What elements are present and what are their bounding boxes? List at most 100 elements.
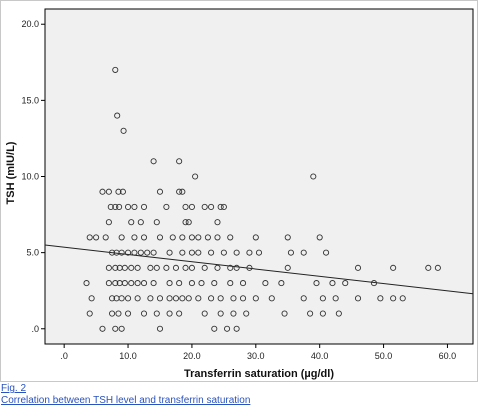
scatter-point — [377, 295, 384, 302]
y-tick-label: .0 — [31, 324, 39, 334]
scatter-point — [217, 295, 224, 302]
scatter-point — [185, 219, 192, 226]
scatter-point — [131, 249, 138, 256]
scatter-point — [124, 295, 132, 302]
scatter-point — [124, 203, 132, 210]
scatter-point — [211, 325, 218, 332]
scatter-point — [201, 310, 208, 317]
scatter-point — [150, 158, 157, 165]
scatter-point — [116, 203, 123, 210]
scatter-point — [220, 203, 227, 210]
scatter-point — [425, 264, 432, 271]
scatter-point — [109, 249, 116, 256]
x-tick-label: 10.0 — [119, 351, 137, 361]
scatter-point — [124, 249, 132, 256]
y-axis-title: TSH (mIU/L) — [5, 141, 17, 204]
caption-link[interactable]: Correlation between TSH level and transf… — [1, 395, 251, 406]
y-tick-label: 5.0 — [26, 248, 39, 258]
scatter-point — [137, 219, 144, 226]
scatter-point — [262, 280, 269, 287]
scatter-point — [278, 280, 285, 287]
scatter-point — [185, 295, 192, 302]
scatter-point — [99, 325, 106, 332]
scatter-point — [332, 295, 339, 302]
scatter-point — [307, 310, 314, 317]
scatter-point — [179, 249, 186, 256]
scatter-point — [284, 264, 291, 271]
scatter-point — [86, 234, 93, 241]
scatter-point — [102, 234, 109, 241]
scatter-point — [176, 188, 183, 195]
x-tick-label: 50.0 — [375, 351, 393, 361]
scatter-point — [83, 280, 90, 287]
scatter-point — [134, 280, 141, 287]
scatter-point — [99, 188, 106, 195]
scatter-point — [319, 310, 326, 317]
chart-frame: .0 10.0 20.0 30.0 40.0 50.0 60.0 .0 5.0 10.0 15.0… — [0, 0, 478, 382]
scatter-point — [166, 295, 173, 302]
regression-line — [44, 244, 474, 295]
scatter-point — [131, 234, 138, 241]
scatter-point — [163, 203, 170, 210]
scatter-point — [118, 234, 125, 241]
scatter-point — [131, 203, 138, 210]
x-tick-label: 40.0 — [311, 351, 329, 361]
scatter-point — [140, 310, 148, 317]
scatter-point — [188, 280, 195, 287]
scatter-point — [370, 280, 378, 287]
scatter-point — [172, 295, 180, 302]
scatter-point — [329, 280, 336, 287]
scatter-point — [227, 234, 234, 241]
scatter-point — [128, 219, 135, 226]
scatter-point — [243, 310, 250, 317]
scatter-point — [281, 310, 288, 317]
scatter-point — [109, 310, 116, 317]
scatter-point — [182, 203, 189, 210]
scatter-chart: .0 10.0 20.0 30.0 40.0 50.0 60.0 .0 5.0 10.0 15.0… — [5, 8, 474, 380]
scatter-point — [112, 280, 119, 287]
scatter-point — [179, 234, 186, 241]
scatter-point — [124, 310, 132, 317]
fit-line-layer — [44, 244, 474, 295]
scatter-point — [144, 249, 151, 256]
scatter-point — [150, 249, 157, 256]
scatter-point — [119, 188, 126, 195]
scatter-point — [140, 280, 148, 287]
scatter-point — [153, 310, 160, 317]
scatter-point — [434, 264, 441, 271]
scatter-point — [182, 264, 189, 271]
scatter-point — [214, 234, 221, 241]
scatter-point — [211, 280, 218, 287]
scatter-point — [188, 264, 195, 271]
figure-link[interactable]: Fig. 2 — [1, 383, 27, 394]
scatter-point — [179, 188, 186, 195]
y-tick-label: 15.0 — [21, 95, 39, 105]
scatter-point — [172, 264, 180, 271]
scatter-point — [233, 249, 240, 256]
scatter-point — [112, 203, 119, 210]
scatter-point — [255, 249, 263, 256]
scatter-point — [390, 295, 397, 302]
scatter-point — [166, 310, 173, 317]
y-tick-label: 20.0 — [21, 19, 39, 29]
scatter-point — [399, 295, 406, 302]
scatter-point — [323, 249, 330, 256]
scatter-point — [128, 264, 135, 271]
scatter-point — [121, 280, 128, 287]
scatter-point — [390, 264, 397, 271]
scatter-point — [140, 203, 148, 210]
scatter-point — [342, 280, 349, 287]
scatter-point — [319, 295, 326, 302]
scatter-point — [208, 203, 215, 210]
scatter-point — [214, 264, 221, 271]
scatter-point — [233, 264, 240, 271]
scatter-point — [163, 264, 170, 271]
y-tick-label: 10.0 — [21, 172, 39, 182]
scatter-point — [208, 295, 215, 302]
scatter-point — [156, 188, 164, 195]
scatter-point — [134, 295, 141, 302]
plot-area — [44, 8, 474, 345]
scatter-point — [239, 280, 247, 287]
scatter-point — [169, 234, 176, 241]
scatter-point — [140, 234, 148, 241]
